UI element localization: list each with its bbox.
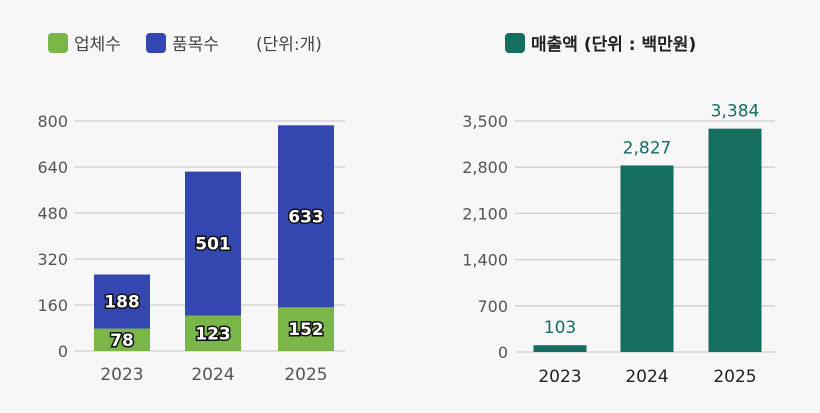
- y-tick-label: 2,100: [462, 204, 508, 223]
- y-tick-label: 1,400: [462, 251, 508, 270]
- bar-items-2025: [278, 125, 334, 308]
- legend-label-revenue: 매출액 (단위 : 백만원): [531, 35, 696, 55]
- legend-label-companies: 업체수: [74, 35, 121, 55]
- x-tick-label: 2024: [625, 367, 668, 387]
- y-tick-label: 0: [498, 343, 508, 362]
- bar-revenue-2024: [620, 165, 674, 352]
- y-tick-label: 700: [477, 297, 508, 316]
- bar-revenue-2025: [708, 128, 762, 352]
- x-tick-label: 2023: [100, 365, 143, 385]
- y-tick-label: 800: [37, 112, 68, 131]
- bar-items-2023: [94, 274, 150, 329]
- bar-revenue-2023: [533, 345, 587, 352]
- x-tick-label: 2024: [191, 365, 234, 385]
- x-tick-label: 2025: [713, 367, 756, 387]
- data-label: 633: [288, 207, 324, 227]
- legend-swatch-items: [146, 33, 166, 53]
- y-tick-label: 0: [58, 342, 68, 361]
- data-label: 123: [195, 324, 231, 344]
- bar-items-2024: [185, 171, 241, 316]
- data-label: 2,827: [623, 138, 672, 158]
- legend-swatch-revenue: [505, 33, 525, 53]
- y-tick-label: 3,500: [462, 112, 508, 131]
- bar-companies-2024: [185, 315, 241, 351]
- bar-companies-2025: [278, 307, 334, 351]
- legend-swatch-companies: [48, 33, 68, 53]
- legend-label-items: 품목수: [172, 35, 219, 55]
- data-label: 501: [195, 235, 231, 255]
- y-tick-label: 160: [37, 296, 68, 315]
- data-label: 103: [544, 318, 576, 338]
- bar-companies-2023: [94, 328, 150, 351]
- y-tick-label: 2,800: [462, 158, 508, 177]
- y-tick-label: 480: [37, 204, 68, 223]
- data-label: 3,384: [711, 102, 760, 122]
- data-label: 152: [288, 320, 324, 340]
- data-label: 188: [104, 293, 140, 313]
- unit-label: (단위:개): [256, 35, 322, 55]
- data-label: 78: [110, 331, 134, 351]
- y-tick-label: 640: [37, 158, 68, 177]
- x-tick-label: 2023: [538, 367, 581, 387]
- y-tick-label: 320: [37, 250, 68, 269]
- x-tick-label: 2025: [284, 365, 327, 385]
